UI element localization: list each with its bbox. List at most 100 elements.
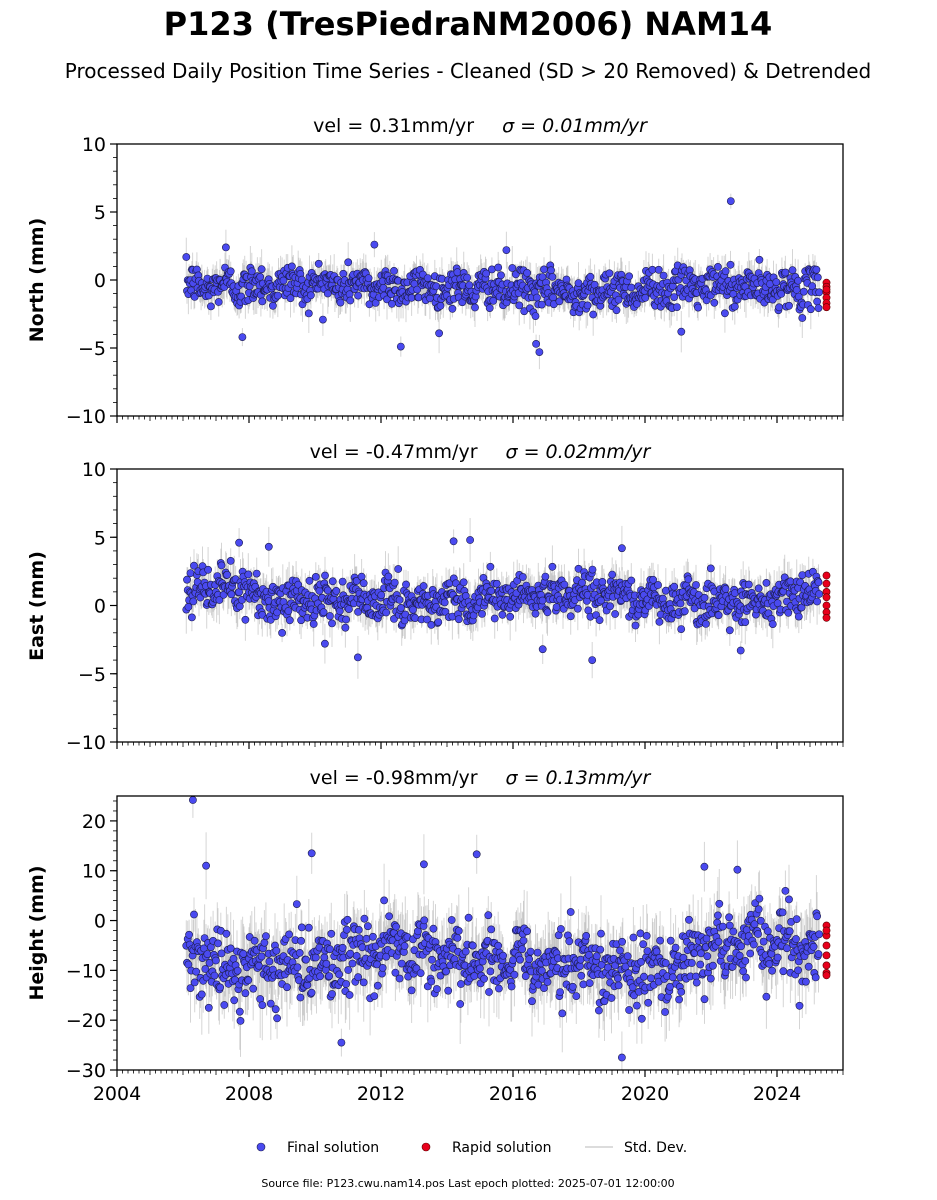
north-rapid-point — [822, 303, 831, 312]
north-final-point — [508, 264, 517, 272]
east-final-point — [377, 591, 386, 599]
north-final-point — [432, 282, 441, 291]
east-final-point — [226, 557, 235, 565]
east-final-point — [321, 571, 329, 580]
north-final-point — [221, 243, 230, 252]
east-final-point — [677, 625, 686, 633]
east-final-point — [573, 604, 582, 613]
east-final-point — [725, 626, 734, 635]
height-final-point — [211, 956, 220, 965]
east-final-point — [344, 605, 353, 613]
north-rapid-point — [822, 285, 831, 294]
north-final-point — [413, 285, 422, 294]
north-final-point — [304, 309, 313, 318]
north-final-point — [396, 342, 405, 351]
east-final-point — [328, 619, 336, 628]
height-final-point — [239, 949, 248, 958]
east-final-point — [459, 578, 468, 587]
east-final-point — [736, 646, 745, 655]
east-final-point — [352, 577, 361, 585]
north-final-point — [182, 253, 191, 261]
east-final-point — [598, 578, 607, 586]
north-final-point — [323, 289, 332, 298]
height-final-points — [182, 796, 824, 1062]
north-final-point — [268, 301, 277, 310]
east-rapid-point — [822, 571, 831, 580]
east-y-tick-label: 0 — [94, 596, 106, 618]
north-final-point — [535, 348, 544, 356]
chart-title: P123 (TresPiedraNM2006) NAM14 — [164, 5, 773, 43]
north-final-point — [370, 240, 379, 249]
east-final-point — [611, 610, 619, 618]
north-final-point — [574, 279, 583, 287]
east-final-point — [654, 581, 662, 589]
north-panel-title: vel = 0.31mm/yr σ = 0.01mm/yr — [313, 115, 648, 137]
height-final-point — [185, 930, 193, 939]
east-final-point — [815, 590, 824, 598]
north-final-point — [435, 329, 443, 338]
east-sigma-label: σ = 0.02mm/yr — [506, 441, 652, 463]
east-final-point — [486, 562, 495, 571]
east-final-point — [227, 590, 236, 599]
north-final-point — [497, 271, 505, 280]
north-axes: 10 5 0 −5 −10 — [66, 134, 844, 428]
north-final-point — [694, 303, 702, 312]
north-final-point — [531, 312, 540, 320]
north-rapid-points — [822, 278, 831, 312]
height-final-point — [210, 971, 219, 980]
east-final-point — [328, 577, 337, 586]
north-final-point — [344, 258, 353, 267]
east-final-point — [566, 612, 575, 621]
north-final-point — [314, 259, 323, 268]
east-final-point — [189, 597, 198, 606]
north-final-point — [799, 287, 808, 296]
north-final-point — [673, 303, 681, 311]
north-final-point — [781, 268, 790, 277]
height-final-point — [192, 967, 201, 976]
north-final-point — [485, 304, 494, 312]
east-final-point — [217, 561, 226, 570]
height-final-point — [190, 910, 198, 919]
east-final-point — [684, 575, 693, 584]
north-final-point — [813, 297, 821, 306]
north-final-point — [465, 281, 474, 290]
north-final-point — [206, 302, 215, 311]
north-final-point — [659, 271, 668, 280]
north-final-point — [540, 265, 548, 274]
north-final-point — [614, 295, 623, 304]
north-final-point — [812, 265, 821, 274]
east-final-point — [655, 618, 664, 626]
north-final-point — [523, 268, 531, 277]
east-final-point — [305, 576, 314, 585]
east-final-point — [235, 602, 244, 611]
east-final-point — [244, 570, 253, 579]
east-final-point — [714, 611, 723, 620]
east-final-point — [241, 615, 250, 624]
height-std-dev-bars — [185, 796, 820, 1070]
east-final-point — [543, 608, 552, 617]
height-final-point — [203, 950, 212, 958]
height-final-point — [222, 929, 231, 938]
north-final-point — [794, 276, 802, 285]
height-final-point — [230, 996, 239, 1005]
east-y-tick-label: 10 — [82, 459, 106, 481]
north-final-point — [785, 301, 793, 310]
east-final-point — [186, 569, 195, 577]
north-final-point — [670, 293, 679, 301]
north-final-point — [364, 274, 373, 283]
east-final-point — [394, 565, 403, 573]
east-final-point — [670, 582, 679, 591]
north-final-point — [627, 283, 636, 292]
east-final-point — [606, 602, 614, 611]
east-final-point — [649, 575, 657, 584]
east-final-point — [204, 565, 212, 574]
east-final-point — [338, 577, 347, 586]
east-final-point — [487, 586, 496, 595]
north-final-point — [721, 267, 730, 276]
east-final-point — [784, 608, 793, 617]
east-rapid-point — [822, 601, 831, 610]
east-final-point — [498, 610, 507, 619]
height-final-point — [214, 939, 222, 948]
height-final-point — [201, 965, 210, 973]
